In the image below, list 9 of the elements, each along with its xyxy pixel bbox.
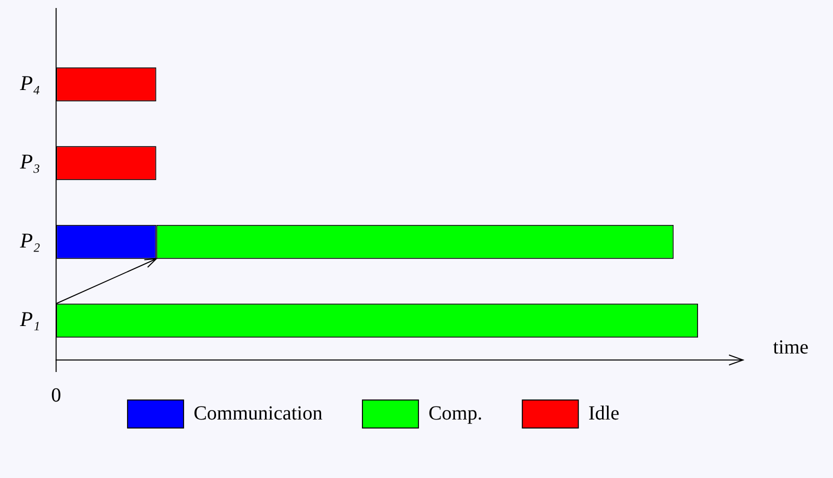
y-tick-label: P₂ bbox=[18, 228, 40, 252]
y-tick-label: P₃ bbox=[18, 150, 40, 174]
legend-label: Comp. bbox=[428, 402, 482, 424]
x-axis-title: time bbox=[773, 336, 809, 358]
y-tick-label: P₄ bbox=[18, 70, 40, 95]
legend-label: Idle bbox=[588, 402, 620, 424]
legend-label: Communication bbox=[194, 402, 322, 424]
y-tick-label: P₁ bbox=[18, 307, 40, 332]
text: 0 bbox=[51, 384, 62, 406]
